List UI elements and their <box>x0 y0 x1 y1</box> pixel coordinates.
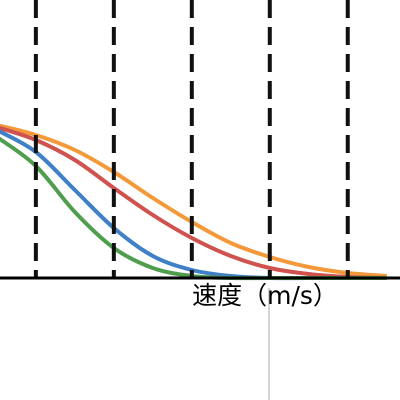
x-axis-label: 速度（m/s） <box>192 281 338 310</box>
dashed-lines <box>33 0 350 278</box>
curve <box>0 125 387 280</box>
